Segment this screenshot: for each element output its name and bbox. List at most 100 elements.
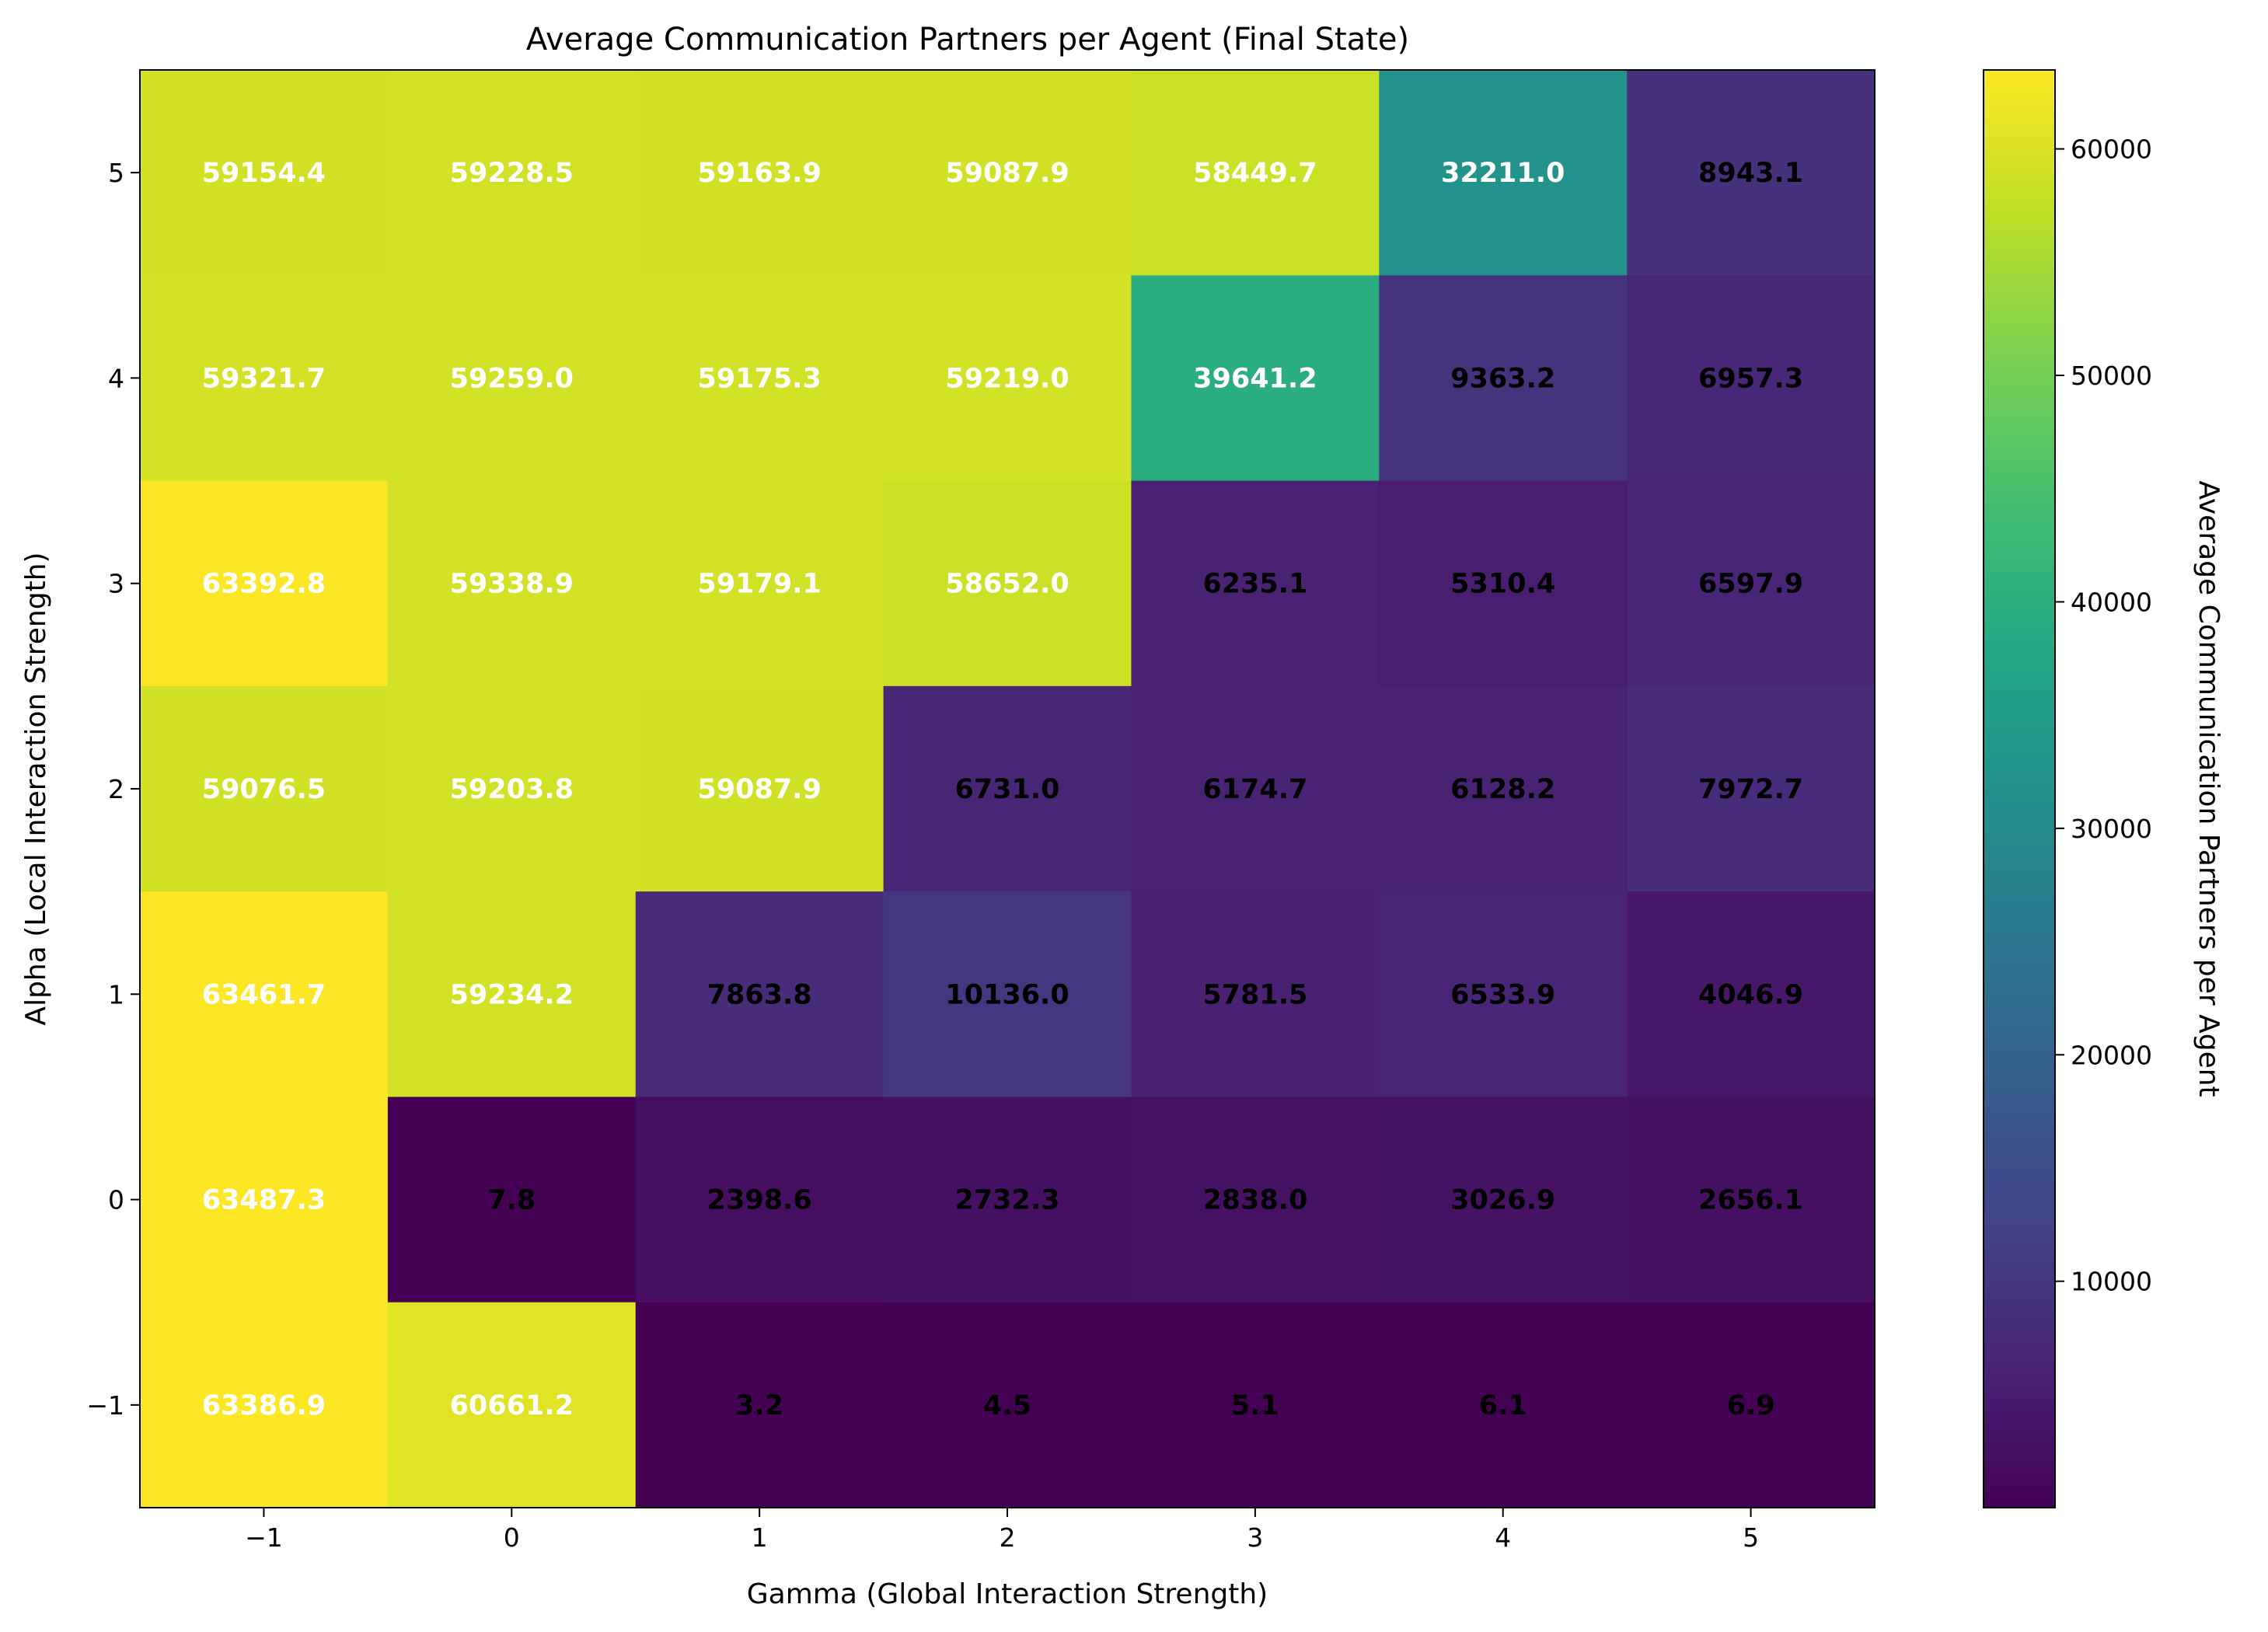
cell-value-label: 59259.0 bbox=[450, 363, 574, 394]
colorbar-tick-label: 30000 bbox=[2071, 814, 2152, 844]
cell-value-label: 4046.9 bbox=[1698, 979, 1803, 1010]
cell-value-label: 6174.7 bbox=[1202, 774, 1307, 805]
colorbar-label: Average Communication Partners per Agent bbox=[2193, 480, 2224, 1097]
cell-value-label: 63392.8 bbox=[202, 569, 326, 600]
heatmap-cell bbox=[1379, 1302, 1628, 1508]
heatmap-cell bbox=[883, 1302, 1132, 1508]
cell-value-label: 5310.4 bbox=[1450, 569, 1555, 600]
cell-value-label: 6597.9 bbox=[1698, 569, 1803, 600]
cell-value-label: 6533.9 bbox=[1450, 979, 1555, 1010]
x-tick-label: 5 bbox=[1743, 1522, 1759, 1553]
heatmap-cell bbox=[387, 891, 637, 1098]
x-tick-label: 0 bbox=[504, 1522, 520, 1553]
heatmap-cell bbox=[635, 1302, 885, 1508]
heatmap-cell bbox=[387, 275, 637, 482]
y-tick-label: 5 bbox=[108, 158, 124, 188]
x-tick-label: 4 bbox=[1495, 1522, 1511, 1553]
heatmap-cell bbox=[635, 1097, 885, 1303]
heatmap-cell bbox=[883, 891, 1132, 1098]
heatmap-cell bbox=[387, 1097, 637, 1303]
cell-value-label: 3.2 bbox=[735, 1390, 783, 1421]
heatmap-cell bbox=[140, 275, 389, 482]
cell-value-label: 59154.4 bbox=[202, 158, 326, 189]
heatmap-cell bbox=[883, 70, 1132, 276]
heatmap-cell bbox=[1627, 480, 1875, 687]
heatmap-cell bbox=[1627, 891, 1875, 1098]
colorbar-tick-label: 10000 bbox=[2071, 1267, 2152, 1297]
y-axis-ticks: 5 4 3 2 1 0 −1 bbox=[86, 158, 140, 1421]
cell-value-label: 3026.9 bbox=[1450, 1185, 1555, 1216]
cell-value-label: 5781.5 bbox=[1202, 979, 1307, 1010]
cell-value-label: 6235.1 bbox=[1202, 569, 1307, 600]
colorbar-tick-label: 20000 bbox=[2071, 1040, 2152, 1070]
cell-value-label: 6957.3 bbox=[1698, 363, 1803, 394]
heatmap-cell bbox=[1627, 685, 1875, 892]
heatmap-cell bbox=[1379, 1097, 1628, 1303]
cell-value-label: 2398.6 bbox=[707, 1185, 812, 1216]
cell-value-label: 58652.0 bbox=[945, 569, 1069, 600]
cell-value-label: 63461.7 bbox=[202, 979, 326, 1010]
cell-value-label: 59228.5 bbox=[450, 158, 574, 189]
heatmap-cell bbox=[140, 1097, 389, 1303]
cell-value-label: 7.8 bbox=[487, 1185, 536, 1216]
heatmap-cell bbox=[1131, 480, 1380, 687]
colorbar-tick-label: 40000 bbox=[2071, 587, 2152, 617]
heatmap-cell bbox=[1627, 1302, 1875, 1508]
heatmap-cell bbox=[140, 1302, 389, 1508]
x-tick-label: 3 bbox=[1247, 1522, 1263, 1553]
heatmap-cell bbox=[883, 275, 1132, 482]
cell-value-label: 58449.7 bbox=[1193, 158, 1317, 189]
y-tick-label: 4 bbox=[108, 363, 124, 393]
heatmap-cell bbox=[1627, 70, 1875, 276]
heatmap-cell bbox=[1131, 1302, 1380, 1508]
cell-value-label: 2656.1 bbox=[1698, 1185, 1803, 1216]
heatmap-cell bbox=[883, 480, 1132, 687]
cell-value-label: 10136.0 bbox=[945, 979, 1069, 1010]
colorbar-ticks: 10000 20000 30000 40000 50000 60000 bbox=[2055, 134, 2152, 1297]
heatmap-cell bbox=[140, 70, 389, 276]
heatmap-cell bbox=[635, 685, 885, 892]
heatmap-cell bbox=[1131, 891, 1380, 1098]
cell-value-label: 39641.2 bbox=[1193, 363, 1317, 394]
x-axis-label: Gamma (Global Interaction Strength) bbox=[747, 1578, 1268, 1610]
heatmap-cell bbox=[387, 480, 637, 687]
cell-value-label: 6128.2 bbox=[1450, 774, 1555, 805]
heatmap-cell bbox=[1379, 480, 1628, 687]
cell-value-label: 59076.5 bbox=[202, 774, 326, 805]
heatmap-cell bbox=[1379, 891, 1628, 1098]
cell-value-label: 59179.1 bbox=[697, 569, 821, 600]
heatmap-cell bbox=[1131, 685, 1380, 892]
heatmap-cell bbox=[387, 685, 637, 892]
cell-value-label: 59203.8 bbox=[450, 774, 574, 805]
cell-value-label: 63386.9 bbox=[202, 1390, 326, 1421]
heatmap-cell bbox=[1131, 70, 1380, 276]
heatmap-cell bbox=[387, 70, 637, 276]
heatmap-cell bbox=[883, 1097, 1132, 1303]
cell-value-label: 9363.2 bbox=[1450, 363, 1555, 394]
cell-value-label: 59163.9 bbox=[697, 158, 821, 189]
y-tick-label: 1 bbox=[108, 979, 124, 1010]
cell-value-label: 4.5 bbox=[983, 1390, 1031, 1421]
heatmap-cell bbox=[387, 1302, 637, 1508]
cell-value-label: 6.1 bbox=[1479, 1390, 1527, 1421]
heatmap-cells: 59154.4 59228.5 59163.9 59087.9 58449.7 32211… bbox=[140, 70, 1875, 1508]
heatmap-cell bbox=[635, 70, 885, 276]
cell-value-label: 7972.7 bbox=[1698, 774, 1803, 805]
heatmap-cell bbox=[1131, 275, 1380, 482]
heatmap-cell bbox=[140, 685, 389, 892]
heatmap-cell bbox=[1379, 70, 1628, 276]
y-tick-label: 2 bbox=[108, 774, 124, 804]
x-tick-label: −1 bbox=[245, 1522, 283, 1553]
x-tick-label: 2 bbox=[1000, 1522, 1016, 1553]
heatmap-cell bbox=[1627, 1097, 1875, 1303]
cell-value-label: 59338.9 bbox=[450, 569, 574, 600]
cell-value-label: 59087.9 bbox=[945, 158, 1069, 189]
cell-value-label: 59321.7 bbox=[202, 363, 326, 394]
cell-value-label: 8943.1 bbox=[1698, 158, 1803, 189]
heatmap-cell bbox=[140, 480, 389, 687]
y-tick-label: 0 bbox=[108, 1185, 124, 1215]
cell-value-label: 7863.8 bbox=[707, 979, 812, 1010]
cell-value-label: 59175.3 bbox=[697, 363, 821, 394]
cell-value-label: 59234.2 bbox=[450, 979, 574, 1010]
